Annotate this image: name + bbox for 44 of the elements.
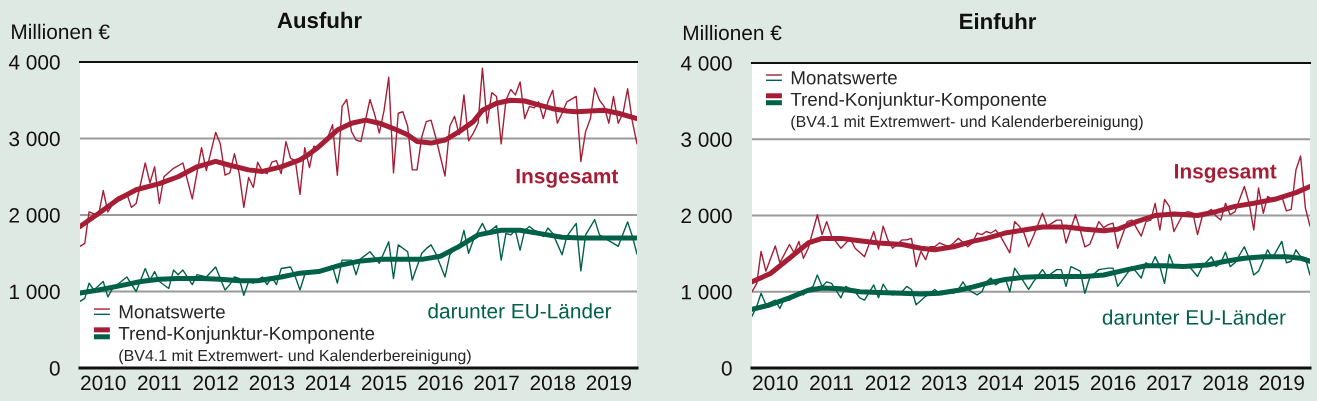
x-tick-label: 2015 xyxy=(1034,375,1079,391)
y-tick-label: 2 000 xyxy=(681,208,732,224)
x-tick-label: 2011 xyxy=(138,375,181,391)
annotation: darunter EU-Länder xyxy=(1102,309,1286,325)
x-tick-label: 2018 xyxy=(530,375,575,391)
y-tick-label: 3 000 xyxy=(681,132,732,147)
x-tick-label: 2014 xyxy=(305,375,351,391)
y-tick-label: 3 000 xyxy=(9,131,60,147)
x-tick-label: 2015 xyxy=(361,375,407,391)
y-axis-title: Millionen € xyxy=(683,24,782,41)
x-tick-label: 2012 xyxy=(865,375,911,391)
x-tick-label: 2016 xyxy=(1090,375,1136,391)
y-tick-label: 0 xyxy=(721,361,732,376)
x-tick-label: 2019 xyxy=(586,375,632,391)
x-tick-label: 2017 xyxy=(1147,375,1192,391)
x-tick-label: 2013 xyxy=(249,375,295,391)
x-tick-label: 2019 xyxy=(1259,375,1304,391)
y-tick-label: 0 xyxy=(49,361,60,376)
annotation: (BV4.1 mit Extremwert- und Kalenderbereinigung) xyxy=(791,115,1143,131)
y-tick-label: 1 000 xyxy=(10,284,60,300)
x-tick-label: 2010 xyxy=(81,375,126,391)
y-tick-label: 2 000 xyxy=(9,208,60,223)
x-tick-label: 2014 xyxy=(978,375,1023,391)
x-tick-label: 2017 xyxy=(474,375,519,391)
y-tick-label: 4 000 xyxy=(680,56,732,71)
y-tick-label: 1 000 xyxy=(682,284,732,300)
annotation: (BV4.1 mit Extremwert- und Kalenderbereinigung) xyxy=(119,349,471,365)
x-tick-label: 2010 xyxy=(753,375,798,391)
legend-label: Monatswerte xyxy=(791,71,897,85)
x-tick-label: 2018 xyxy=(1203,375,1248,391)
x-tick-label: 2012 xyxy=(193,375,238,391)
chart-title: Ausfuhr xyxy=(277,11,362,29)
annotation: Insgesamt xyxy=(516,168,619,188)
annotation: darunter EU-Länder xyxy=(428,303,612,319)
y-axis-title: Millionen € xyxy=(12,23,110,40)
x-tick-label: 2011 xyxy=(810,375,853,391)
x-tick-label: 2016 xyxy=(418,375,463,391)
y-tick-label: 4 000 xyxy=(8,55,60,70)
annotation: Insgesamt xyxy=(1175,164,1277,183)
x-tick-label: 2013 xyxy=(922,375,967,391)
legend-label: Trend-Konjunktur-Komponente xyxy=(790,92,1047,110)
chart-title: Einfuhr xyxy=(960,12,1037,30)
legend-label: Trend-Konjunktur-Komponente xyxy=(118,326,375,344)
legend-label: Monatswerte xyxy=(119,305,225,319)
